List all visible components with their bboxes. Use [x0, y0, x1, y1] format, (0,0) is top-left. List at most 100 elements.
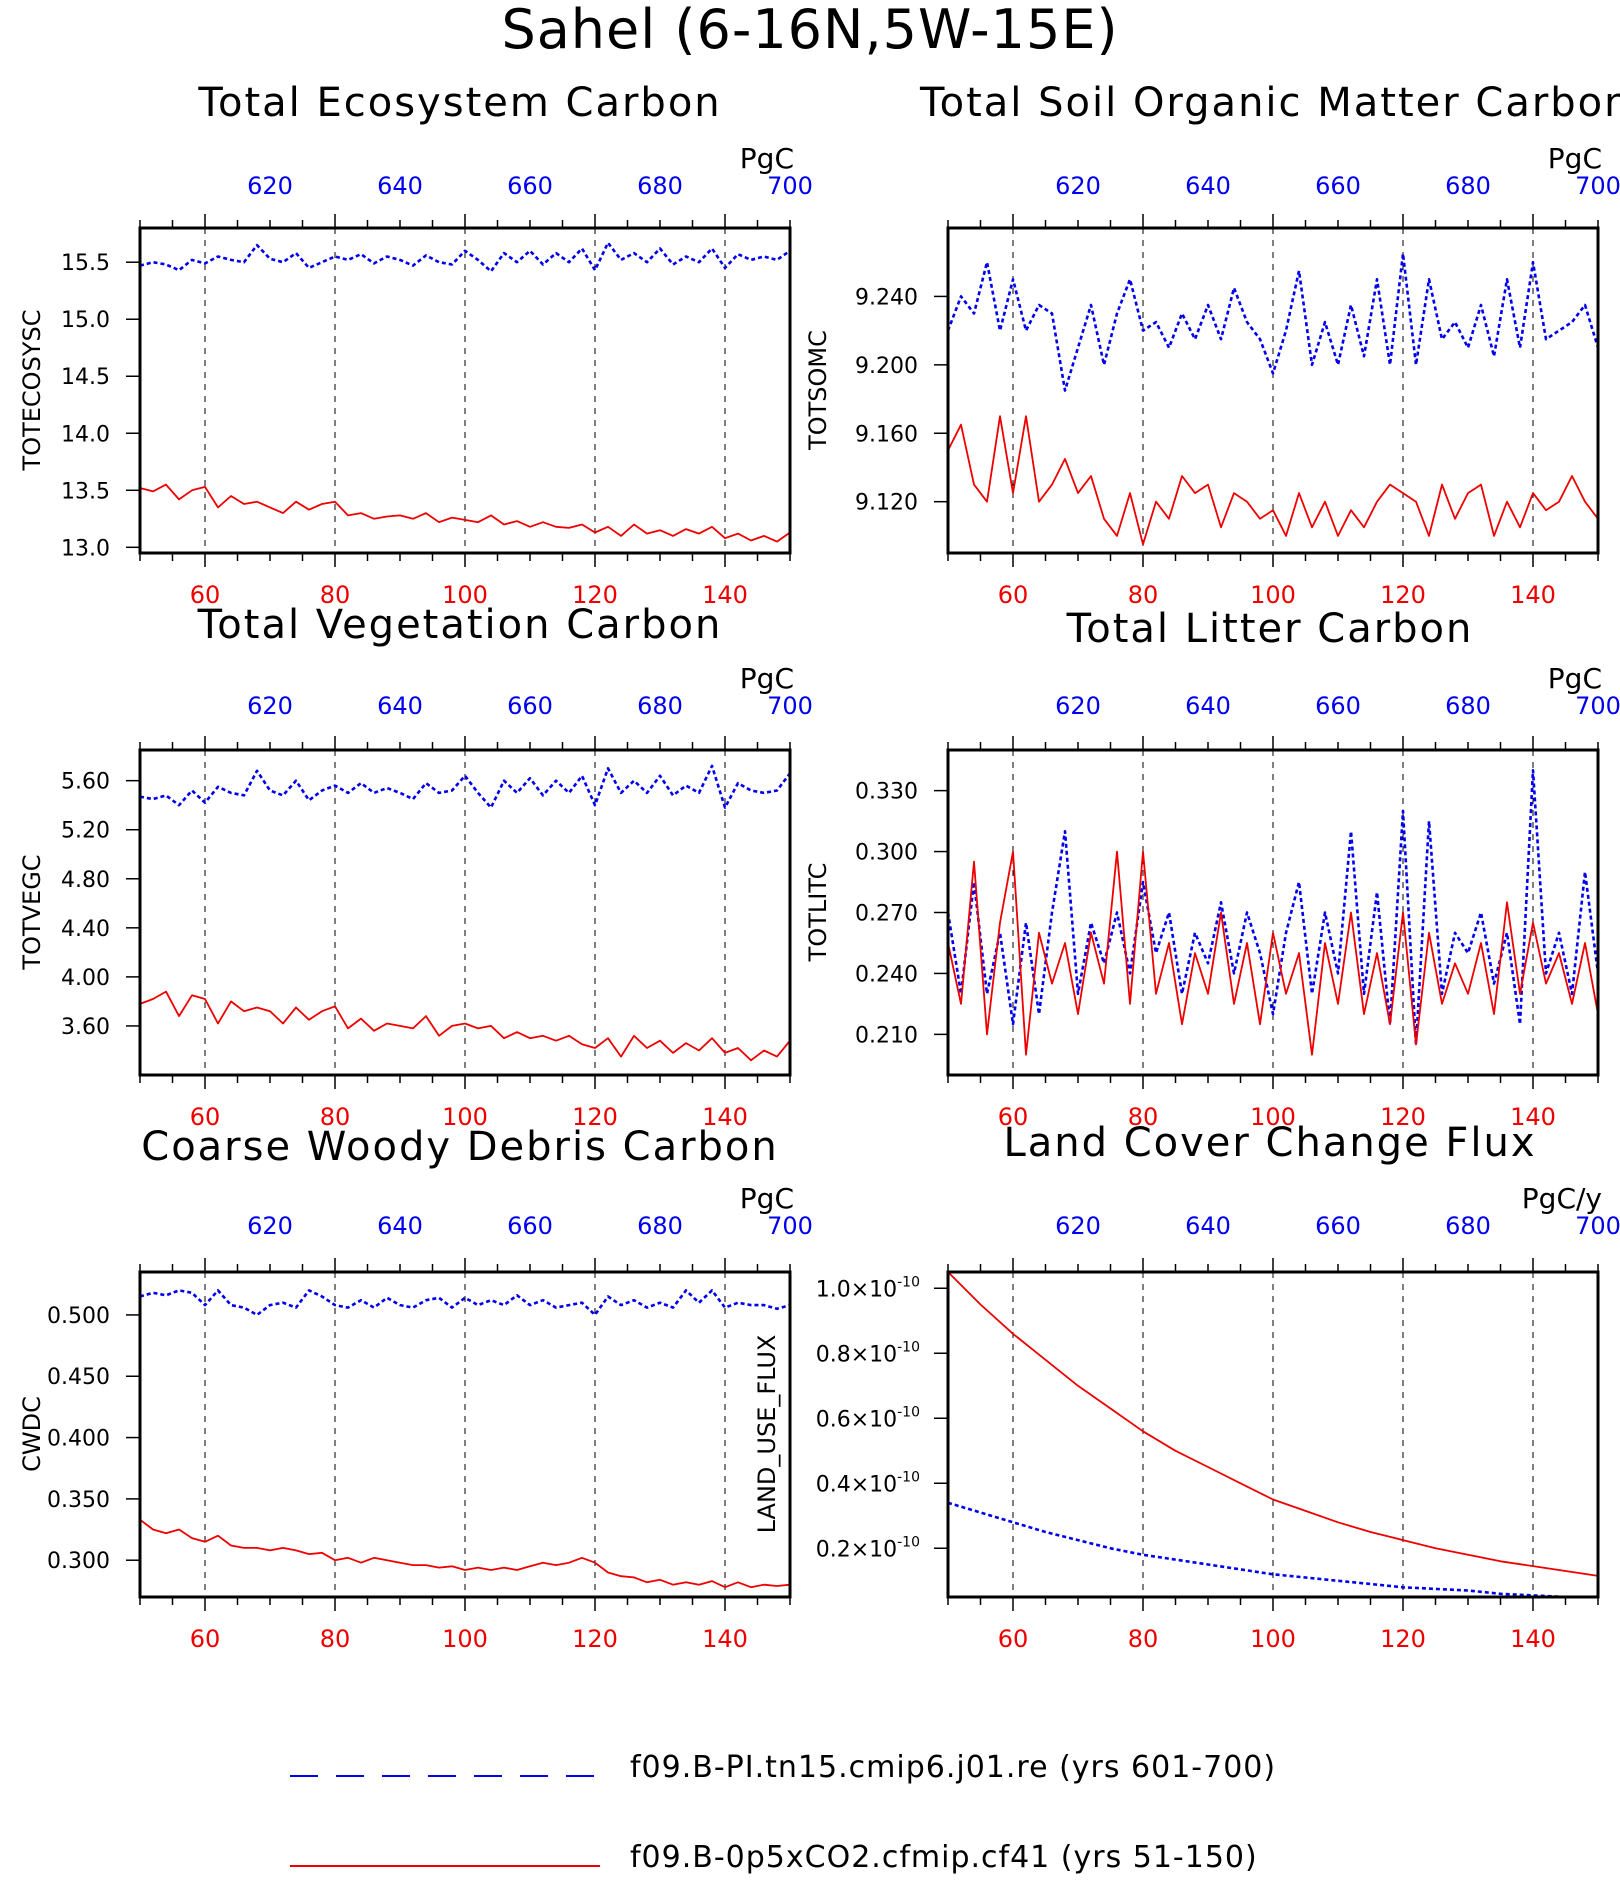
- y-tick-mantissa: 1.0×10: [816, 1277, 897, 1302]
- y-tick-label: 0.400: [47, 1427, 110, 1452]
- unit-label: PgC: [1548, 142, 1602, 175]
- x-tick-label: 60: [190, 1103, 221, 1131]
- top-tick-label: 640: [1185, 172, 1231, 200]
- top-tick-label: 620: [1055, 1212, 1101, 1240]
- top-tick-label: 640: [1185, 1212, 1231, 1240]
- y-tick-exponent: -10: [897, 1404, 920, 1420]
- top-tick-label: 640: [1185, 692, 1231, 720]
- x-tick-label: 100: [1250, 1625, 1296, 1653]
- x-tick-label: 80: [1128, 1103, 1159, 1131]
- x-tick-label: 120: [1380, 581, 1426, 609]
- y-axis-label: TOTVEGC: [18, 854, 46, 970]
- top-tick-label: 660: [507, 1212, 553, 1240]
- panel-title: Total Vegetation Carbon: [197, 602, 723, 648]
- top-tick-label: 620: [1055, 692, 1101, 720]
- legend-entry-red: f09.B-0p5xCO2.cfmip.cf41 (yrs 51-150): [0, 1836, 1620, 1896]
- y-axis-label: CWDC: [18, 1396, 46, 1472]
- y-tick-label: 15.0: [61, 308, 110, 333]
- y-tick-label: 0.300: [855, 841, 918, 866]
- y-tick-label: 3.60: [61, 1015, 110, 1040]
- legend-line-dashed: [290, 1775, 600, 1777]
- panel-title: Total Litter Carbon: [1066, 606, 1474, 652]
- x-tick-label: 100: [442, 1103, 488, 1131]
- panel-title: Total Ecosystem Carbon: [198, 80, 722, 126]
- legend-label: f09.B-PI.tn15.cmip6.j01.re (yrs 601-700): [630, 1750, 1277, 1785]
- y-tick-label: 0.450: [47, 1365, 110, 1390]
- y-tick-label: 0.330: [855, 780, 918, 805]
- top-tick-label: 680: [637, 692, 683, 720]
- y-tick-mantissa: 0.2×10: [816, 1537, 897, 1562]
- series-line-red: [139, 990, 791, 1062]
- top-tick-label: 620: [1055, 172, 1101, 200]
- top-tick-label: 660: [1315, 692, 1361, 720]
- x-tick-label: 100: [1250, 581, 1296, 609]
- top-tick-label: 680: [1445, 1212, 1491, 1240]
- x-tick-label: 60: [190, 1625, 221, 1653]
- top-tick-label: 660: [507, 172, 553, 200]
- y-tick-mantissa: 0.8×10: [816, 1342, 897, 1367]
- unit-label: PgC: [740, 1182, 794, 1215]
- x-tick-label: 140: [1510, 581, 1556, 609]
- y-tick-label: 1.0×10-10: [816, 1274, 920, 1302]
- top-tick-label: 620: [247, 1212, 293, 1240]
- top-tick-label: 700: [767, 692, 813, 720]
- x-tick-label: 140: [702, 1103, 748, 1131]
- x-tick-label: 80: [1128, 581, 1159, 609]
- y-tick-label: 5.20: [61, 819, 110, 844]
- y-tick-label: 5.60: [61, 770, 110, 795]
- x-tick-label: 140: [1510, 1625, 1556, 1653]
- unit-label: PgC/y: [1522, 1182, 1602, 1215]
- series-line-blue: [946, 768, 1600, 1046]
- x-tick-label: 100: [1250, 1103, 1296, 1131]
- x-tick-label: 140: [702, 1625, 748, 1653]
- y-tick-label: 0.6×10-10: [816, 1404, 920, 1432]
- x-tick-label: 80: [320, 1625, 351, 1653]
- panel-title: Total Soil Organic Matter Carbon: [920, 80, 1620, 126]
- y-tick-label: 14.5: [61, 365, 110, 390]
- top-tick-label: 700: [1575, 1212, 1620, 1240]
- top-tick-label: 620: [247, 172, 293, 200]
- y-tick-label: 0.210: [855, 1023, 918, 1048]
- top-tick-label: 700: [1575, 692, 1620, 720]
- y-tick-label: 14.0: [61, 422, 110, 447]
- top-tick-label: 640: [377, 692, 423, 720]
- y-tick-label: 9.160: [855, 422, 918, 447]
- y-tick-label: 4.80: [61, 868, 110, 893]
- unit-label: PgC: [740, 142, 794, 175]
- x-tick-label: 120: [1380, 1103, 1426, 1131]
- series-line-red: [947, 1271, 1599, 1577]
- y-tick-mantissa: 0.6×10: [816, 1407, 897, 1432]
- series-line-red: [947, 850, 1599, 1056]
- y-tick-label: 4.40: [61, 917, 110, 942]
- x-tick-label: 60: [998, 581, 1029, 609]
- top-tick-label: 640: [377, 172, 423, 200]
- series-line-red: [139, 483, 791, 543]
- top-tick-label: 700: [767, 1212, 813, 1240]
- x-tick-label: 60: [998, 1103, 1029, 1131]
- unit-label: PgC: [740, 662, 794, 695]
- top-tick-label: 700: [767, 172, 813, 200]
- x-tick-label: 80: [320, 1103, 351, 1131]
- y-tick-label: 0.2×10-10: [816, 1534, 920, 1562]
- legend-entry-blue: f09.B-PI.tn15.cmip6.j01.re (yrs 601-700): [0, 1746, 1620, 1806]
- y-tick-label: 0.350: [47, 1488, 110, 1513]
- y-tick-exponent: -10: [897, 1339, 920, 1355]
- top-tick-label: 680: [1445, 172, 1491, 200]
- y-tick-label: 4.00: [61, 966, 110, 991]
- x-tick-label: 120: [572, 1103, 618, 1131]
- series-line-blue: [946, 252, 1600, 392]
- y-tick-exponent: -10: [897, 1534, 920, 1550]
- y-tick-label: 9.120: [855, 491, 918, 516]
- series-line-red: [139, 1518, 791, 1589]
- legend-line-solid: [290, 1865, 600, 1867]
- x-tick-label: 140: [702, 581, 748, 609]
- top-tick-label: 660: [1315, 172, 1361, 200]
- series-line-blue: [139, 764, 792, 809]
- y-tick-label: 9.200: [855, 354, 918, 379]
